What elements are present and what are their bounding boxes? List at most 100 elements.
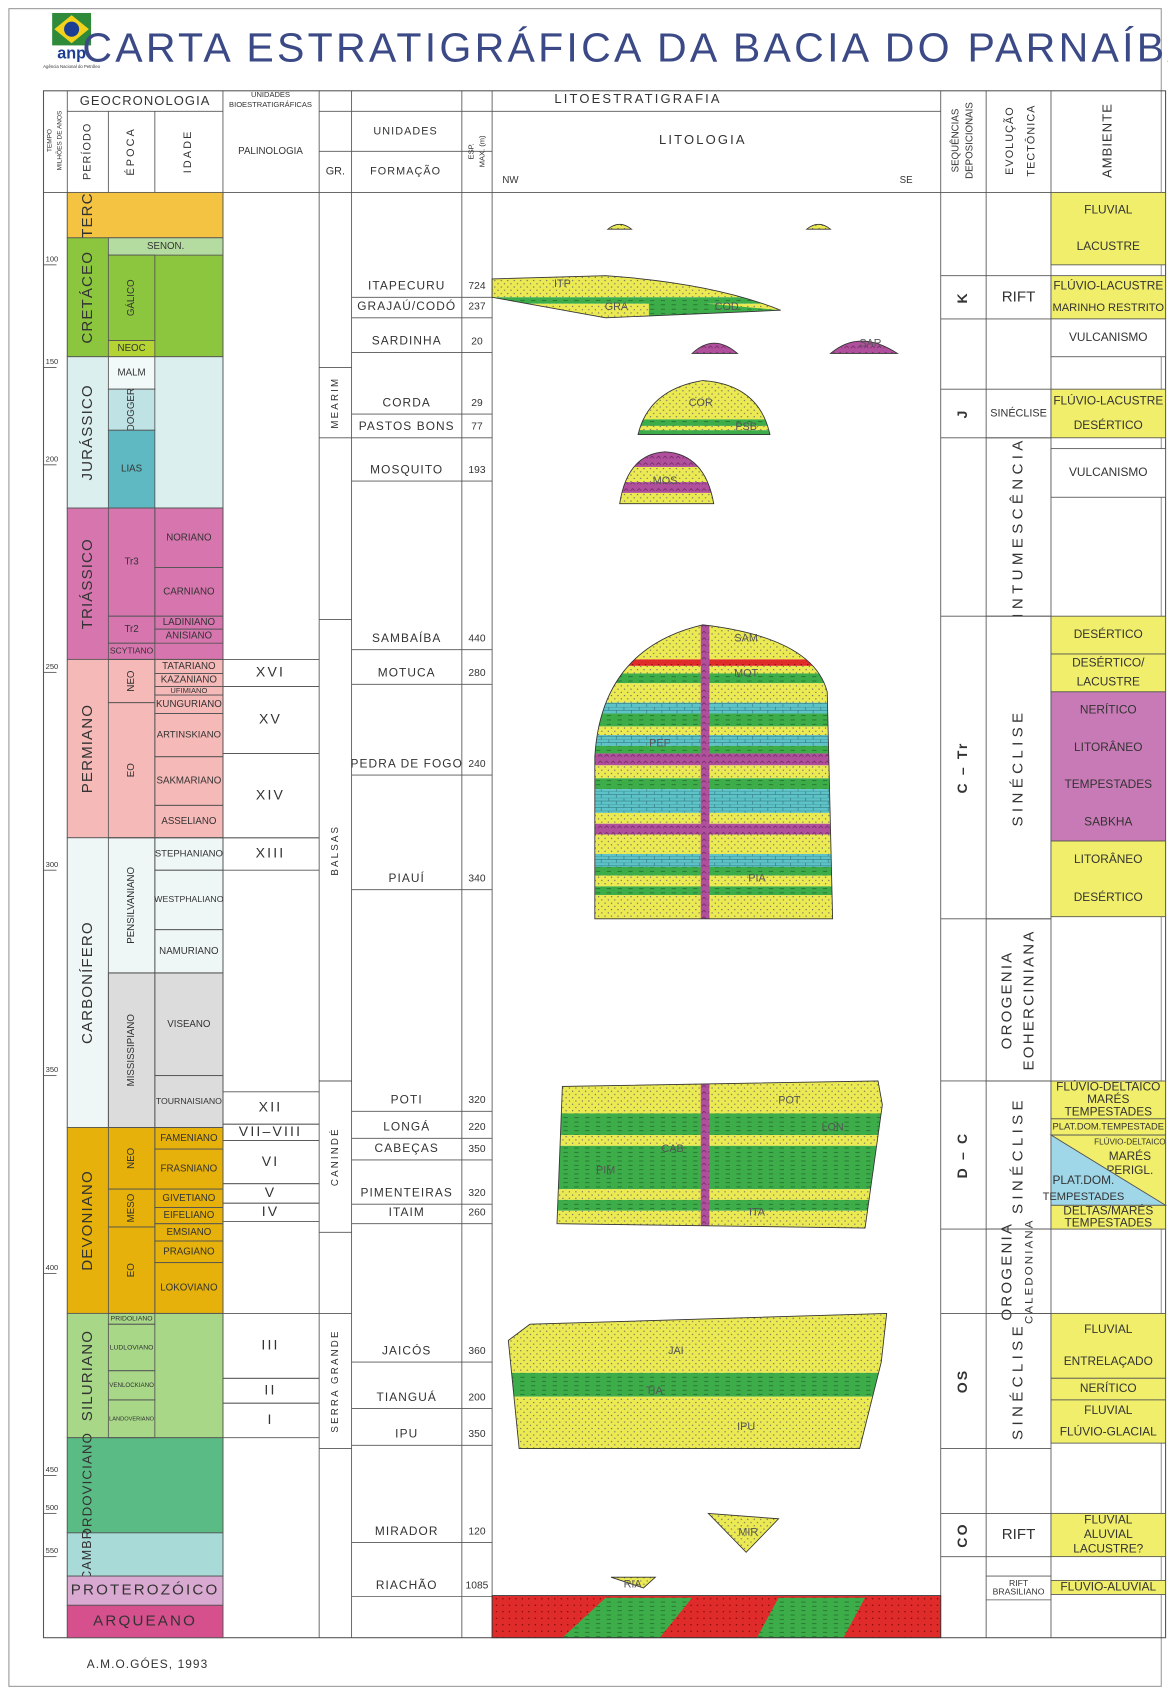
- epoch-label: Tr2: [124, 624, 138, 635]
- environment-cell: [1050, 653, 1167, 693]
- tectonic-label: RIFT: [1002, 1526, 1036, 1543]
- tectonic-label: OROGENIA: [999, 1222, 1016, 1321]
- environment-label: LITORÂNEO: [1074, 851, 1142, 866]
- age-tick-label: 150: [46, 357, 59, 366]
- lithology-outline: [691, 342, 739, 354]
- lithology-layer: [508, 1313, 887, 1373]
- lithology-label: ITP: [554, 278, 571, 290]
- tectonic-label: RIFT: [1009, 1578, 1029, 1588]
- label: EVOLUÇÃO: [1003, 106, 1016, 175]
- epoch-label: MESO: [126, 1193, 137, 1222]
- environment-cell: [1050, 318, 1167, 358]
- label: IDADE: [182, 129, 194, 173]
- epoch-cell: [107, 254, 156, 341]
- lithology-layer: [508, 1396, 887, 1449]
- formation-name: PIMENTEIRAS: [361, 1186, 453, 1200]
- formation-name: CABEÇAS: [375, 1141, 439, 1155]
- epoch-label: NEOC: [118, 343, 146, 354]
- age-label: TATARIANO: [162, 661, 216, 672]
- palynology-label: XVI: [256, 664, 285, 680]
- epoch-label: Tr3: [124, 557, 138, 568]
- lithology-label: LON: [822, 1121, 844, 1133]
- age-tick-label: 550: [46, 1546, 59, 1555]
- age-label: WESTPHALIANO: [154, 894, 223, 904]
- label: SEQUÊNCIAS: [950, 108, 961, 172]
- group-label: BALSAS: [330, 825, 341, 876]
- environment-label: FLUVIAL: [1084, 1403, 1133, 1417]
- formation-thickness: 20: [471, 336, 483, 347]
- title: CARTA ESTRATIGRÁFICA DA BACIA DO PARNAÍB…: [82, 25, 1168, 71]
- tectonic-label: INTUMESCÊNCIA: [1010, 436, 1027, 617]
- lithology-body: [594, 624, 833, 919]
- period-label: CAMBR: [80, 1529, 94, 1580]
- age-tick-label: 350: [46, 1065, 59, 1074]
- formation-thickness: 350: [468, 1429, 485, 1440]
- environment-cell: [1050, 840, 1167, 918]
- epoch-label: SENON.: [147, 241, 184, 252]
- footer: A.M.O.GÓES, 1993: [87, 1656, 209, 1671]
- period-label: TERC: [79, 192, 96, 238]
- formation-thickness: 29: [471, 398, 483, 409]
- lithology-layer: [594, 789, 833, 813]
- lithology-layer: [594, 702, 833, 714]
- epoch-label: GÁLICO: [126, 279, 137, 316]
- environment-label: PLAT.DOM.: [1053, 1173, 1115, 1187]
- group-label: SERRA GRANDE: [330, 1329, 341, 1432]
- label: GR.: [326, 166, 345, 178]
- epoch-label: LIAS: [121, 464, 143, 475]
- age-label: STEPHANIANO: [155, 849, 223, 860]
- age-label: GIVETIANO: [162, 1193, 215, 1204]
- epoch-label: LUDLOVIANO: [110, 1344, 154, 1351]
- environment-label: DESÉRTICO: [1074, 417, 1143, 432]
- lithology-outline: [606, 223, 633, 230]
- period-band: [66, 1532, 224, 1577]
- age-cell: [154, 1262, 224, 1314]
- formation-thickness: 350: [468, 1144, 485, 1155]
- formation-name: POTI: [391, 1093, 423, 1107]
- age-label: SAKMARIANO: [156, 776, 221, 787]
- formation-thickness: 280: [468, 668, 485, 679]
- lithology-label: RIA: [624, 1579, 643, 1591]
- age-label: PRAGIANO: [163, 1246, 215, 1257]
- age-label: TOURNAISIANO: [156, 1096, 222, 1106]
- label: PERÍODO: [81, 123, 94, 180]
- label: SE: [900, 175, 913, 186]
- environment-cell: [1050, 275, 1167, 320]
- environment-cell: [1050, 615, 1167, 655]
- formation-name: RIACHÃO: [376, 1578, 438, 1592]
- lithology-outline: [507, 1312, 888, 1449]
- sequence-label: CO: [954, 1522, 970, 1547]
- epoch-label: VENLOCKIANO: [109, 1382, 154, 1389]
- lithology-layer: [594, 853, 833, 867]
- environment-cell: [1050, 1312, 1167, 1379]
- epoch-cell: [107, 388, 156, 431]
- lithology-layer: [594, 886, 833, 896]
- lithology-layer: [594, 713, 833, 727]
- age-label: UFIMIANO: [170, 686, 207, 695]
- lithology-layer: [594, 823, 833, 835]
- age-label: NAMURIANO: [159, 946, 219, 957]
- environment-label: NERÍTICO: [1080, 1380, 1137, 1395]
- lithology-outline: [491, 1595, 942, 1639]
- logo-caption: Agência Nacional do Petróleo: [43, 64, 100, 69]
- environment-label: SABKHA: [1084, 815, 1132, 829]
- environment-label: FLUVIAL: [1084, 1513, 1133, 1527]
- lithology-layer: [594, 726, 833, 736]
- lithology-layer: [594, 735, 833, 746]
- formation-thickness: 724: [468, 281, 485, 292]
- lithology-layer: [806, 224, 831, 230]
- lithology-layer: [619, 492, 714, 504]
- formation-thickness: 320: [468, 1188, 485, 1199]
- epoch-label: LANDOVERIANO: [109, 1416, 155, 1422]
- lithology-layer: [562, 1597, 866, 1638]
- lithology-outline: [610, 1576, 657, 1589]
- formation-name: JAICÓS: [382, 1342, 431, 1357]
- formation-thickness: 260: [468, 1208, 485, 1219]
- lithology-layer: [638, 425, 770, 431]
- period-label: TRIÁSSICO: [79, 538, 96, 629]
- period-band: [66, 1127, 224, 1314]
- label: LITOESTRATIGRAFIA: [554, 91, 721, 106]
- lithology-layer: [638, 380, 770, 420]
- lithology-outline: [619, 451, 715, 505]
